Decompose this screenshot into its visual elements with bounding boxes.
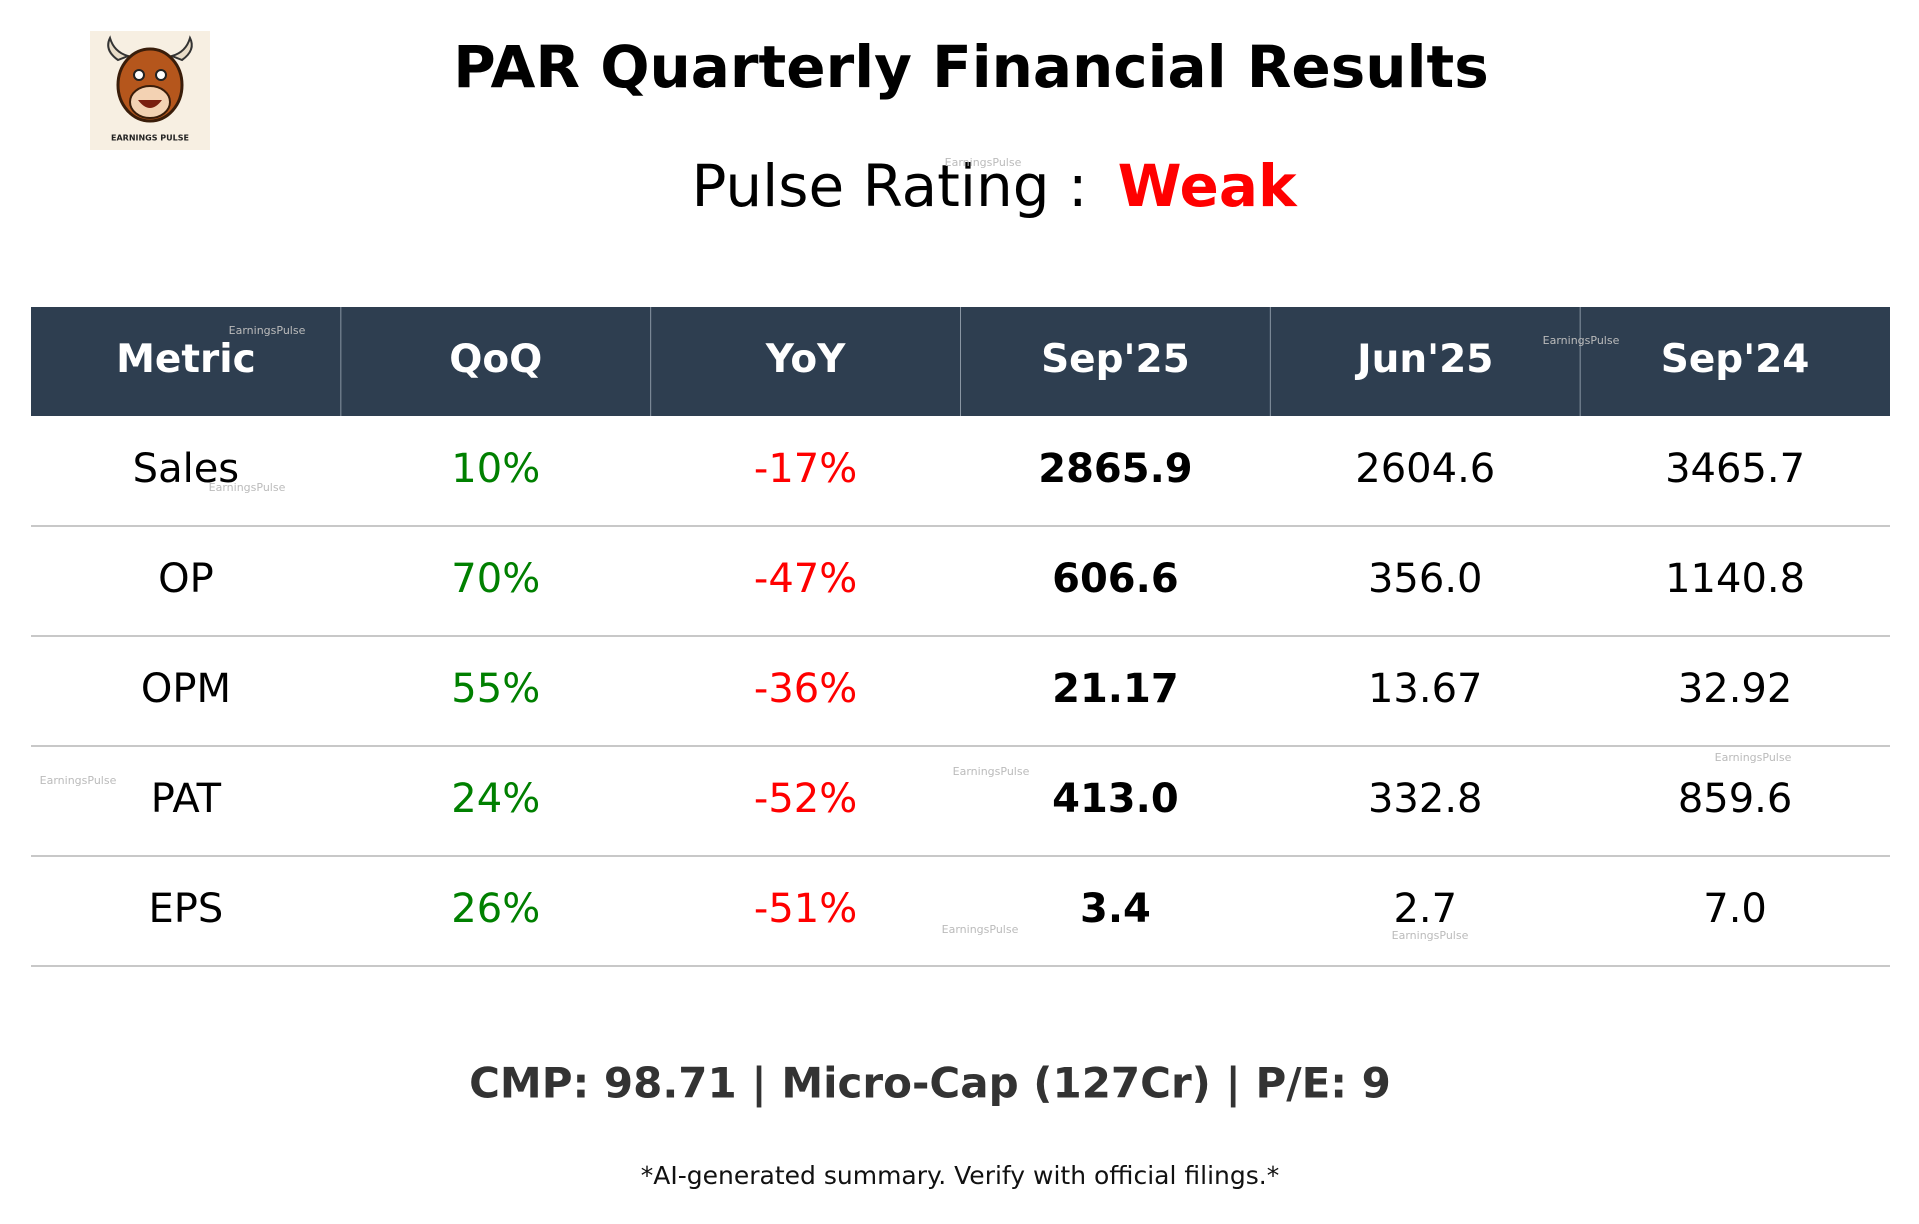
table-cell: 32.92 [1678,666,1793,712]
column-header: QoQ [449,337,542,382]
watermark: EarningsPulse [40,774,117,787]
logo-label: EARNINGS PULSE [111,134,189,143]
table-cell: 3465.7 [1665,446,1805,492]
disclaimer: *AI-generated summary. Verify with offic… [641,1161,1279,1190]
table-cell: 55% [451,666,540,712]
table-cell: Sales [133,446,239,492]
logo-eye [133,69,145,81]
table-cell: 2604.6 [1355,446,1495,492]
table-cell: -17% [754,446,857,492]
table-cell: 859.6 [1678,776,1793,822]
table-cell: 70% [451,556,540,602]
table-cell: 7.0 [1703,886,1767,932]
watermark: EarningsPulse [953,765,1030,778]
table-cell: 413.0 [1052,776,1179,822]
table-cell: 356.0 [1368,556,1483,602]
table-cell: OPM [141,666,231,712]
page-title: PAR Quarterly Financial Results [453,33,1488,101]
rating-label: Pulse Rating : [691,152,1087,220]
table-cell: 26% [451,886,540,932]
table-cell: -47% [754,556,857,602]
column-header: Sep'25 [1041,337,1190,382]
watermark: EarningsPulse [945,156,1022,169]
table-cell: -52% [754,776,857,822]
table-cell: 606.6 [1052,556,1179,602]
logo: EARNINGS PULSE [90,31,210,150]
results-table: Metric QoQ YoY Sep'25 Jun'25 Sep'24 Sales 10% -1… [31,307,1890,967]
watermark: EarningsPulse [1715,751,1792,764]
logo-horn [168,35,193,62]
table-cell: 24% [451,776,540,822]
table-cell: 10% [451,446,540,492]
column-header: Jun'25 [1354,337,1493,382]
table-cell: EPS [149,886,224,932]
table-cell: 332.8 [1368,776,1483,822]
column-header: Sep'24 [1661,337,1810,382]
table-cell: 2865.9 [1038,446,1192,492]
table-cell: -36% [754,666,857,712]
column-header: Metric [116,337,256,382]
table-cell: OP [158,556,214,602]
logo-eye [155,69,167,81]
table-cell: -51% [754,886,857,932]
market-summary: CMP: 98.71 | Micro-Cap (127Cr) | P/E: 9 [469,1059,1391,1108]
logo-horn [107,35,132,62]
watermark: EarningsPulse [209,481,286,494]
watermark: EarningsPulse [942,923,1019,936]
table-cell: 3.4 [1080,886,1151,932]
watermark: EarningsPulse [1543,334,1620,347]
table-cell: 2.7 [1393,886,1457,932]
table-cell: 21.17 [1052,666,1179,712]
table-cell: 13.67 [1368,666,1483,712]
watermark: EarningsPulse [1392,929,1469,942]
rating-value: Weak [1118,152,1298,220]
table-cell: PAT [151,776,222,822]
watermark: EarningsPulse [229,324,306,337]
table-cell: 1140.8 [1665,556,1805,602]
column-header: YoY [765,337,846,382]
logo-mouth [138,100,162,108]
watermarks: EarningsPulse EarningsPulse EarningsPulse E… [40,156,1792,942]
rating-line: Pulse Rating : Weak [691,152,1298,220]
